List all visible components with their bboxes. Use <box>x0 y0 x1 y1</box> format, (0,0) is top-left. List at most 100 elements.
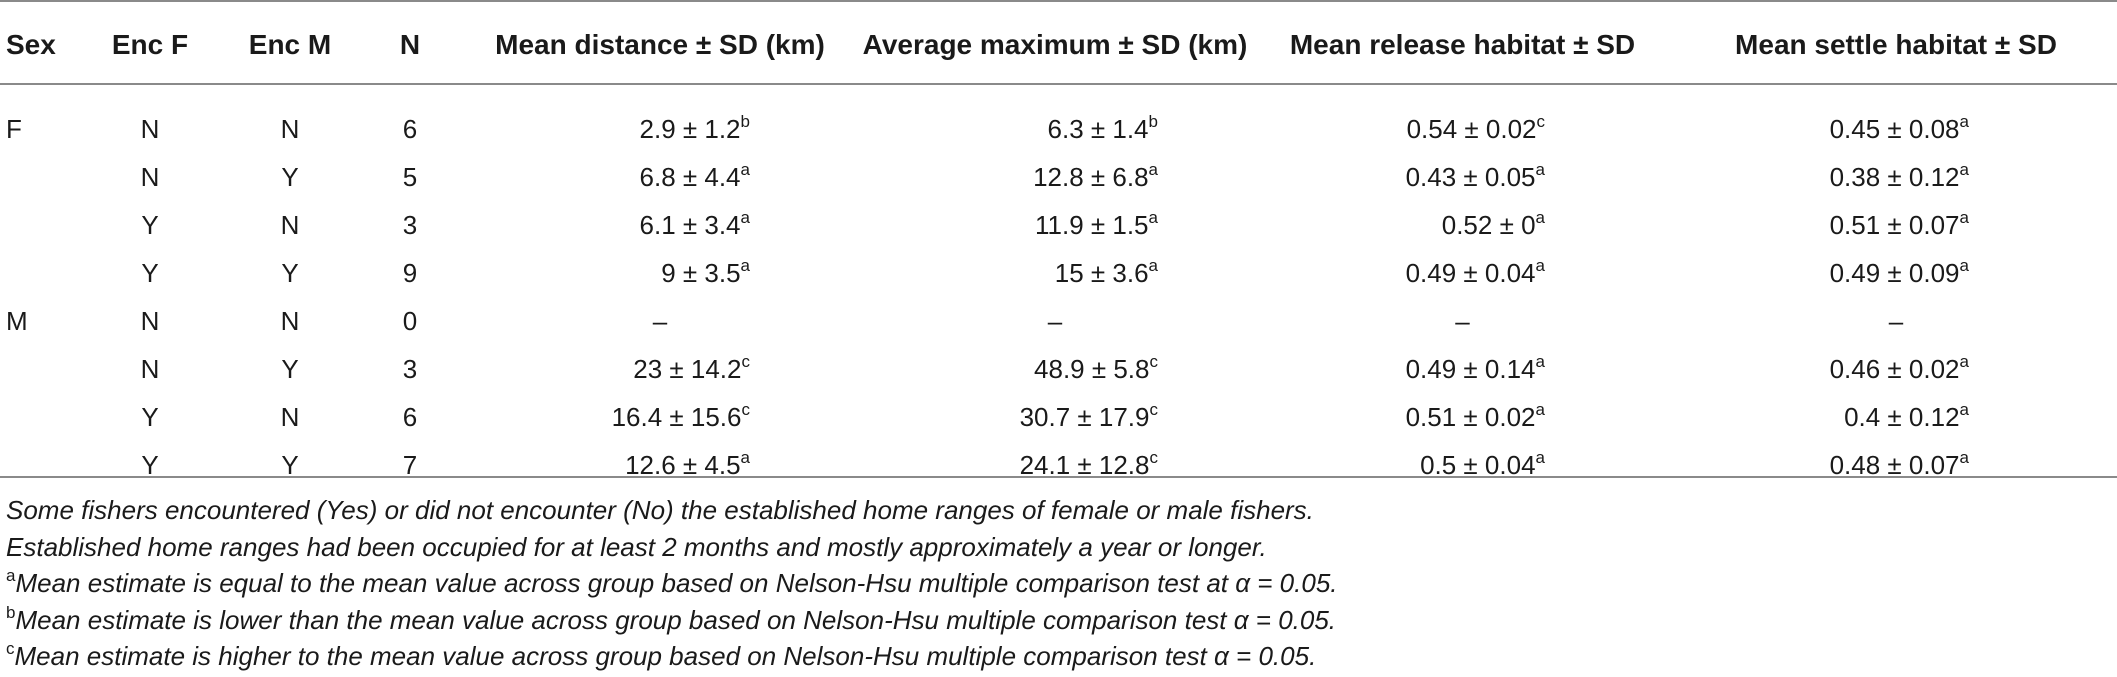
note-line-1: Some fishers encountered (Yes) or did no… <box>6 495 1314 525</box>
cell-value: Y <box>141 401 159 432</box>
cell-n: 6 <box>360 85 460 153</box>
cell-value: 9 <box>402 257 418 288</box>
table-row: M N N 0 – – – – <box>0 297 2117 345</box>
cell-average-maximum: 15 ± 3.6a <box>860 249 1250 297</box>
cell-value: 6.8 ± 4.4 <box>639 161 741 192</box>
cell-n: 3 <box>360 345 460 393</box>
header-mean-release-habitat: Mean release habitat ± SD <box>1289 28 1636 60</box>
cell-value: Y <box>141 257 159 288</box>
cell-n: 6 <box>360 393 460 441</box>
header-enc-m: Enc M <box>248 28 332 60</box>
cell-value: 12.8 ± 6.8 <box>1033 161 1149 192</box>
significance-mark: a <box>1148 255 1158 275</box>
cell-enc-f: Y <box>80 441 220 489</box>
cell-value: 3 <box>402 209 418 240</box>
cell-value: 6.3 ± 1.4 <box>1047 113 1149 144</box>
significance-mark: a <box>1959 255 1969 275</box>
cell-value: Y <box>141 449 159 480</box>
cell-value: 7 <box>402 449 418 480</box>
cell-mean-settle-habitat: 0.45 ± 0.08a <box>1675 85 2117 153</box>
cell-value: N <box>280 401 300 432</box>
note-line-2: Established home ranges had been occupie… <box>6 531 1267 562</box>
cell-enc-m: N <box>220 85 360 153</box>
cell-enc-m: Y <box>220 345 360 393</box>
table-row: Y N 3 6.1 ± 3.4a 11.9 ± 1.5a 0.52 ± 0a 0.51 ± … <box>0 201 2117 249</box>
cell-mean-release-habitat: 0.49 ± 0.14a <box>1250 345 1675 393</box>
cell-value: N <box>280 113 300 144</box>
table-row: N Y 3 23 ± 14.2c 48.9 ± 5.8c 0.49 ± 0.14a 0.46… <box>0 345 2117 393</box>
cell-value: – <box>1455 305 1470 336</box>
cell-n: 9 <box>360 249 460 297</box>
table-row: F N N 6 2.9 ± 1.2b 6.3 ± 1.4 b 0.54 ± 0.02c 0.45… <box>0 85 2117 153</box>
cell-value: 0.48 ± 0.07 <box>1829 449 1960 480</box>
cell-enc-m: N <box>220 297 360 345</box>
cell-mean-settle-habitat: 0.48 ± 0.07a <box>1675 441 2117 489</box>
cell-sex <box>0 441 80 489</box>
footnote-b-mark: b <box>6 602 16 622</box>
cell-mean-release-habitat: 0.51 ± 0.02a <box>1250 393 1675 441</box>
significance-mark: a <box>1148 159 1158 179</box>
cell-value: 30.7 ± 17.9 <box>1019 401 1150 432</box>
cell-mean-settle-habitat: 0.49 ± 0.09a <box>1675 249 2117 297</box>
cell-value: 0 <box>402 305 418 336</box>
cell-value: 0.49 ± 0.09 <box>1829 257 1960 288</box>
cell-value: 15 ± 3.6 <box>1054 257 1149 288</box>
top-rule <box>0 0 2117 2</box>
header-n: N <box>399 28 421 60</box>
footnote-a-text: Mean estimate is equal to the mean value… <box>15 568 1338 598</box>
cell-mean-settle-habitat: 0.51 ± 0.07a <box>1675 201 2117 249</box>
cell-mean-distance: 6.8 ± 4.4a <box>460 153 860 201</box>
significance-mark: a <box>1535 399 1545 419</box>
cell-mean-distance: 2.9 ± 1.2b <box>460 85 860 153</box>
header-row: Sex Enc F Enc M N Mean distance ± SD (km… <box>0 2 2117 85</box>
cell-value: 0.4 ± 0.12 <box>1844 401 1960 432</box>
cell-value: 5 <box>402 161 418 192</box>
significance-mark: c <box>1149 447 1159 467</box>
header-mean-distance: Mean distance ± SD (km) <box>495 28 825 60</box>
cell-n: 3 <box>360 201 460 249</box>
cell-value: 0.51 ± 0.07 <box>1829 209 1960 240</box>
significance-mark: b <box>740 111 750 131</box>
cell-value: Y <box>281 353 299 384</box>
cell-enc-f: Y <box>80 249 220 297</box>
significance-mark: a <box>1535 447 1545 467</box>
cell-mean-release-habitat: 0.5 ± 0.04a <box>1250 441 1675 489</box>
cell-value: 0.43 ± 0.05 <box>1405 161 1536 192</box>
cell-n: 5 <box>360 153 460 201</box>
cell-value: F <box>6 113 22 144</box>
footnote-a-mark: a <box>6 566 16 586</box>
cell-average-maximum: 12.8 ± 6.8a <box>860 153 1250 201</box>
table-row: Y N 6 16.4 ± 15.6c 30.7 ± 17.9c 0.51 ± 0.02a 0… <box>0 393 2117 441</box>
header-rule <box>0 83 2117 85</box>
cell-sex <box>0 201 80 249</box>
cell-mean-distance: 9 ± 3.5a <box>460 249 860 297</box>
footnote-c-mark: c <box>6 639 15 659</box>
cell-average-maximum: 24.1 ± 12.8c <box>860 441 1250 489</box>
cell-value: N <box>140 113 160 144</box>
cell-value: Y <box>281 449 299 480</box>
significance-mark: a <box>1959 447 1969 467</box>
cell-n: 0 <box>360 297 460 345</box>
cell-sex: F <box>0 85 80 153</box>
significance-mark: a <box>1959 111 1969 131</box>
cell-sex <box>0 345 80 393</box>
cell-enc-f: N <box>80 297 220 345</box>
cell-sex <box>0 393 80 441</box>
cell-value: 9 ± 3.5 <box>661 257 741 288</box>
significance-mark: c <box>741 399 751 419</box>
significance-mark: a <box>1535 159 1545 179</box>
cell-value: 6 <box>402 401 418 432</box>
cell-average-maximum: 11.9 ± 1.5a <box>860 201 1250 249</box>
bottom-rule <box>0 476 2117 478</box>
cell-value: 0.54 ± 0.02 <box>1406 113 1537 144</box>
cell-value: 6.1 ± 3.4 <box>639 209 741 240</box>
significance-mark: a <box>740 207 750 227</box>
significance-mark: c <box>1536 111 1546 131</box>
cell-value: N <box>140 305 160 336</box>
footnote-b: bMean estimate is lower than the mean va… <box>6 602 2106 639</box>
cell-value: – <box>1047 305 1063 336</box>
cell-value: 11.9 ± 1.5 <box>1034 209 1149 240</box>
cell-mean-settle-habitat: 0.38 ± 0.12a <box>1675 153 2117 201</box>
cell-value: N <box>140 161 160 192</box>
